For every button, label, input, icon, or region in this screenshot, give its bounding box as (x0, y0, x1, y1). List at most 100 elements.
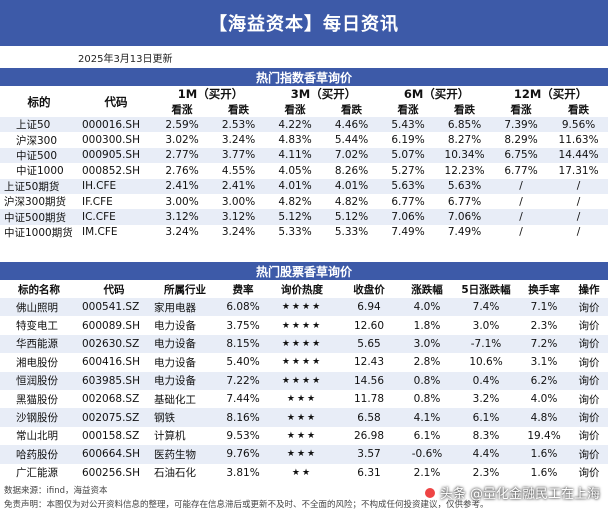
stock-change-5d: 2.3% (472, 466, 500, 479)
stock-change-5d: -7.1% (470, 337, 502, 350)
stock-turnover: 3.1% (530, 356, 558, 369)
index-quote-cell: 3.00% (165, 195, 199, 208)
index-code: IC.CFE (82, 211, 116, 224)
index-quote-cell: 2.76% (165, 164, 199, 177)
stock-industry: 电力设备 (154, 338, 196, 351)
index-quote-table: 标的 代码 1M（买开） 3M（买开） 6M（买开） 12M（买开） 看涨 看跌… (0, 86, 608, 240)
inquiry-link[interactable]: 询价 (578, 320, 600, 333)
stock-name: 恒润股份 (16, 375, 58, 388)
index-name: 中证500 (16, 149, 58, 162)
stock-col-header: 涨跌幅 (411, 283, 443, 296)
stock-industry: 石油石化 (154, 467, 196, 480)
index-quote-cell: 3.24% (221, 134, 256, 147)
index-code: 000852.SH (82, 164, 140, 177)
index-quote-cell: 5.63% (391, 180, 425, 193)
stock-fee: 3.75% (226, 319, 260, 332)
stock-turnover: 19.4% (527, 429, 561, 442)
index-quote-cell: / (519, 195, 523, 208)
index-quote-cell: / (519, 211, 523, 224)
stock-code: 600416.SH (82, 356, 140, 369)
stock-change: 0.8% (413, 393, 441, 406)
col-header-3m: 3M（买开） (290, 87, 357, 101)
stock-fee: 5.40% (226, 356, 260, 369)
index-quote-cell: 4.05% (278, 164, 312, 177)
stock-name: 广汇能源 (16, 467, 58, 480)
stock-row: 黑猫股份 002068.SZ 基础化工 7.44% ★★★ 11.78 0.8% 3.2% 4.… (0, 390, 608, 408)
index-quote-cell: 5.44% (334, 134, 369, 147)
stock-heat: ★★ (291, 467, 313, 478)
index-name: 中证1000 (16, 165, 64, 178)
stock-fee: 8.15% (226, 337, 260, 350)
stock-turnover: 4.8% (530, 411, 558, 424)
index-quote-cell: 10.34% (444, 149, 485, 162)
inquiry-link[interactable]: 询价 (578, 430, 600, 443)
stock-turnover: 7.1% (530, 301, 558, 314)
index-row: 上证50期货 IH.CFE 2.41% 2.41% 4.01% 4.01% 5.63% 5.6… (0, 178, 608, 194)
index-quote-cell: 6.77% (391, 195, 425, 208)
stock-close: 14.56 (353, 374, 385, 387)
stock-heat: ★★★★ (281, 302, 323, 313)
stock-fee: 8.16% (226, 411, 260, 424)
stock-code: 600089.SH (82, 319, 140, 332)
stock-change-5d: 0.4% (472, 374, 500, 387)
data-source: 数据来源：ifind，海益资本 (4, 486, 108, 496)
stock-change: 4.1% (413, 411, 441, 424)
index-quote-cell: 3.12% (165, 211, 199, 224)
index-quote-cell: 2.41% (165, 180, 199, 193)
stock-change-5d: 3.0% (472, 319, 500, 332)
stock-col-header: 收盘价 (353, 283, 385, 296)
index-code: 000300.SH (82, 134, 140, 147)
stock-change: 0.8% (413, 374, 441, 387)
index-quote-cell: 6.19% (391, 134, 425, 147)
inquiry-link[interactable]: 询价 (578, 448, 600, 461)
index-quote-cell: 5.12% (334, 211, 369, 224)
stock-name: 华西能源 (16, 338, 58, 351)
sub-header-up: 看涨 (284, 104, 306, 116)
stock-change: 2.8% (413, 356, 441, 369)
stock-row: 恒润股份 603985.SH 电力设备 7.22% ★★★★ 14.56 0.8% 0.4% 6… (0, 371, 608, 390)
inquiry-link[interactable]: 询价 (578, 467, 600, 480)
index-quote-cell: 4.82% (278, 195, 312, 208)
stock-change-5d: 4.4% (472, 448, 500, 461)
index-code: 000905.SH (82, 149, 140, 162)
index-quote-cell: 4.82% (334, 195, 369, 208)
stock-turnover: 4.0% (530, 393, 558, 406)
inquiry-link[interactable]: 询价 (578, 393, 600, 406)
stock-fee: 3.81% (226, 466, 260, 479)
inquiry-link[interactable]: 询价 (578, 301, 600, 314)
index-quote-cell: 6.75% (504, 149, 538, 162)
index-code: 000016.SH (82, 118, 140, 131)
index-quote-cell: 7.06% (447, 211, 482, 224)
index-quote-cell: 17.31% (558, 164, 599, 177)
stock-fee: 9.76% (226, 448, 260, 461)
inquiry-link[interactable]: 询价 (578, 338, 600, 351)
stock-col-header: 标的名称 (18, 283, 60, 296)
stock-col-header: 5日涨跌幅 (461, 283, 511, 296)
stock-industry: 电力设备 (154, 320, 196, 333)
index-quote-cell: 3.24% (165, 226, 199, 239)
index-name: 上证50 (16, 119, 51, 132)
inquiry-link[interactable]: 询价 (578, 356, 600, 369)
index-quote-cell: 4.01% (278, 180, 312, 193)
index-name: 上证50期货 (4, 180, 60, 193)
stock-change-5d: 8.3% (472, 429, 500, 442)
inquiry-link[interactable]: 询价 (578, 375, 600, 388)
stock-fee: 9.53% (226, 429, 260, 442)
stock-change-5d: 7.4% (472, 301, 500, 314)
index-quote-cell: 2.53% (221, 118, 256, 131)
index-quote-cell: 5.33% (278, 226, 312, 239)
index-quote-cell: 14.44% (558, 149, 599, 162)
inquiry-link[interactable]: 询价 (578, 412, 600, 425)
index-quote-cell: 3.77% (221, 149, 256, 162)
stock-code: 600664.SH (82, 448, 140, 461)
index-quote-cell: 11.63% (558, 134, 599, 147)
stock-row: 湘电股份 600416.SH 电力设备 5.40% ★★★★ 12.43 2.8% 10.6%… (0, 353, 608, 371)
index-quote-cell: 9.56% (561, 118, 596, 131)
sub-header-up: 看涨 (510, 104, 532, 116)
col-header-name: 标的 (27, 94, 51, 109)
index-code: IM.CFE (82, 226, 118, 239)
stock-fee: 7.22% (226, 374, 260, 387)
index-code: IH.CFE (82, 180, 117, 193)
index-quote-cell: 5.43% (391, 118, 425, 131)
update-date: 2025年3月13日更新 (78, 54, 173, 65)
